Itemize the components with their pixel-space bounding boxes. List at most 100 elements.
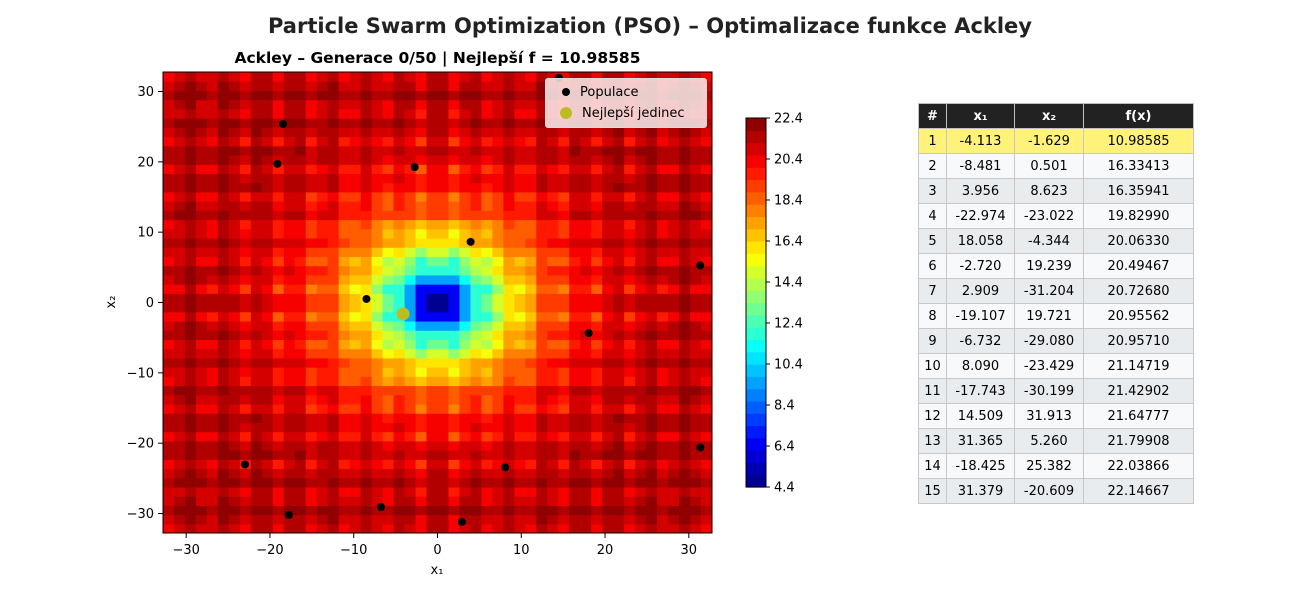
heatmap-cell	[503, 136, 515, 147]
heatmap-cell	[338, 145, 351, 156]
heatmap-cell	[371, 108, 384, 119]
heatmap-cell	[173, 293, 186, 304]
heatmap-cell	[668, 385, 680, 396]
heatmap-cell	[613, 274, 625, 285]
heatmap-cell	[657, 274, 669, 285]
heatmap-cell	[283, 247, 296, 257]
cell-index: 15	[918, 478, 947, 504]
heatmap-cell	[679, 523, 691, 533]
heatmap-cell	[481, 385, 493, 396]
heatmap-cell	[404, 357, 417, 368]
heatmap-cell	[525, 99, 537, 110]
heatmap-cell	[525, 145, 537, 156]
heatmap-cell	[261, 108, 274, 119]
heatmap-cell	[613, 514, 625, 525]
heatmap-cell	[184, 440, 197, 451]
heatmap-cell	[338, 127, 351, 138]
heatmap-cell	[668, 486, 680, 497]
heatmap-cell	[261, 191, 274, 202]
heatmap-cell	[437, 311, 450, 322]
heatmap-cell	[206, 127, 219, 138]
heatmap-cell	[569, 385, 581, 396]
heatmap-cell	[294, 72, 307, 82]
heatmap-cell	[613, 154, 625, 165]
heatmap-cell	[525, 182, 537, 193]
heatmap-cell	[536, 164, 548, 175]
heatmap-cell	[426, 376, 439, 387]
heatmap-cell	[393, 523, 406, 533]
heatmap-cell	[382, 394, 395, 405]
heatmap-cell	[217, 108, 230, 119]
heatmap-cell	[514, 136, 526, 147]
heatmap-cell	[206, 505, 219, 516]
population-point	[696, 261, 705, 270]
heatmap-cell	[250, 440, 263, 451]
heatmap-cell	[195, 440, 208, 451]
heatmap-cell	[580, 228, 592, 239]
heatmap-cell	[360, 348, 373, 359]
heatmap-cell	[514, 403, 526, 414]
heatmap-cell	[163, 154, 175, 165]
heatmap-cell	[272, 182, 285, 193]
heatmap-cell	[184, 247, 197, 257]
heatmap-cell	[217, 394, 230, 405]
heatmap-cell	[591, 136, 603, 147]
colorbar-tick-label: 14.4	[774, 276, 803, 291]
heatmap-cell	[580, 514, 592, 525]
heatmap-cell	[668, 413, 680, 423]
heatmap-cell	[536, 145, 548, 156]
heatmap-cell	[228, 339, 241, 350]
heatmap-cell	[393, 348, 406, 359]
heatmap-cell	[327, 108, 340, 119]
heatmap-cell	[646, 173, 658, 184]
heatmap-cell	[690, 164, 702, 175]
heatmap-cell	[294, 403, 307, 414]
heatmap-cell	[690, 385, 702, 396]
heatmap-cell	[679, 403, 691, 414]
heatmap-cell	[349, 191, 362, 202]
heatmap-cell	[261, 320, 274, 331]
heatmap-cell	[316, 440, 329, 451]
heatmap-cell	[404, 431, 417, 442]
heatmap-cell	[503, 394, 515, 405]
heatmap-cell	[624, 468, 636, 479]
heatmap-cell	[228, 72, 241, 82]
heatmap-cell	[437, 440, 450, 451]
colorbar-band	[746, 302, 766, 316]
heatmap-cell	[569, 228, 581, 239]
heatmap-cell	[250, 496, 263, 506]
heatmap-cell	[327, 523, 340, 533]
heatmap-cell	[613, 339, 625, 350]
heatmap-cell	[217, 320, 230, 331]
heatmap-cell	[261, 256, 274, 267]
col-header-x1: x₁	[946, 103, 1015, 129]
y-tick-label: −20	[127, 437, 154, 452]
heatmap-cell	[481, 403, 493, 414]
heatmap-cell	[261, 210, 274, 221]
heatmap-cell	[635, 237, 647, 248]
table-row: 9 -6.732 -29.080 20.95710	[918, 328, 1194, 354]
cell-x1: -18.425	[946, 453, 1015, 479]
heatmap-cell	[503, 468, 515, 479]
colorbar-band	[746, 179, 766, 193]
heatmap-cell	[679, 440, 691, 451]
heatmap-cell	[338, 311, 351, 322]
heatmap-cell	[173, 468, 186, 479]
heatmap-cell	[228, 514, 241, 525]
heatmap-cell	[448, 228, 461, 239]
heatmap-cell	[327, 450, 340, 460]
heatmap-cell	[459, 311, 472, 322]
heatmap-cell	[371, 385, 384, 396]
heatmap-cell	[525, 440, 537, 451]
heatmap-cell	[338, 339, 351, 350]
heatmap-cell	[272, 431, 285, 442]
heatmap-cell	[338, 376, 351, 387]
heatmap-cell	[602, 468, 614, 479]
heatmap-cell	[481, 90, 493, 101]
heatmap-cell	[338, 523, 351, 533]
heatmap-cell	[470, 477, 483, 488]
heatmap-cell	[316, 339, 329, 350]
heatmap-cell	[602, 191, 614, 202]
heatmap-cell	[163, 164, 175, 175]
